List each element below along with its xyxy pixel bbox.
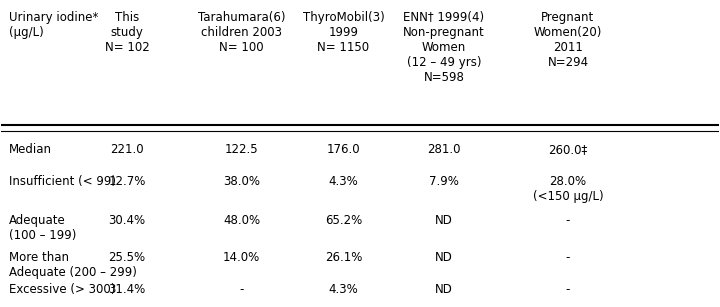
Text: Adequate
(100 – 199): Adequate (100 – 199): [9, 214, 76, 242]
Text: -: -: [240, 283, 244, 296]
Text: 25.5%: 25.5%: [108, 251, 145, 264]
Text: 48.0%: 48.0%: [223, 214, 260, 227]
Text: 4.3%: 4.3%: [328, 175, 359, 188]
Text: 281.0: 281.0: [427, 143, 461, 156]
Text: 14.0%: 14.0%: [223, 251, 261, 264]
Text: 28.0%
(<150 μg/L): 28.0% (<150 μg/L): [533, 175, 603, 203]
Text: 31.4%: 31.4%: [108, 283, 145, 296]
Text: -: -: [566, 214, 570, 227]
Text: ENN† 1999(4)
Non-pregnant
Women
(12 – 49 yrs)
N=598: ENN† 1999(4) Non-pregnant Women (12 – 49…: [403, 10, 485, 84]
Text: Urinary iodine*
(μg/L): Urinary iodine* (μg/L): [9, 10, 98, 38]
Text: 4.3%: 4.3%: [328, 283, 359, 296]
Text: 12.7%: 12.7%: [108, 175, 145, 188]
Text: Insufficient (< 99): Insufficient (< 99): [9, 175, 116, 188]
Text: More than
Adequate (200 – 299): More than Adequate (200 – 299): [9, 251, 136, 279]
Text: ThyroMobil(3)
1999
N= 1150: ThyroMobil(3) 1999 N= 1150: [302, 10, 384, 53]
Text: 260.0‡: 260.0‡: [549, 143, 588, 156]
Text: -: -: [566, 283, 570, 296]
Text: Tarahumara(6)
children 2003
N= 100: Tarahumara(6) children 2003 N= 100: [198, 10, 285, 53]
Text: Pregnant
Women(20)
2011
N=294: Pregnant Women(20) 2011 N=294: [534, 10, 602, 68]
Text: 176.0: 176.0: [327, 143, 360, 156]
Text: ND: ND: [435, 251, 453, 264]
Text: This
study
N= 102: This study N= 102: [104, 10, 149, 53]
Text: 30.4%: 30.4%: [108, 214, 145, 227]
Text: 65.2%: 65.2%: [325, 214, 362, 227]
Text: ND: ND: [435, 283, 453, 296]
Text: ND: ND: [435, 214, 453, 227]
Text: 38.0%: 38.0%: [223, 175, 260, 188]
Text: 26.1%: 26.1%: [325, 251, 362, 264]
Text: 122.5: 122.5: [225, 143, 258, 156]
Text: Median: Median: [9, 143, 52, 156]
Text: -: -: [566, 251, 570, 264]
Text: 7.9%: 7.9%: [429, 175, 459, 188]
Text: 221.0: 221.0: [110, 143, 144, 156]
Text: Excessive (> 300): Excessive (> 300): [9, 283, 115, 296]
